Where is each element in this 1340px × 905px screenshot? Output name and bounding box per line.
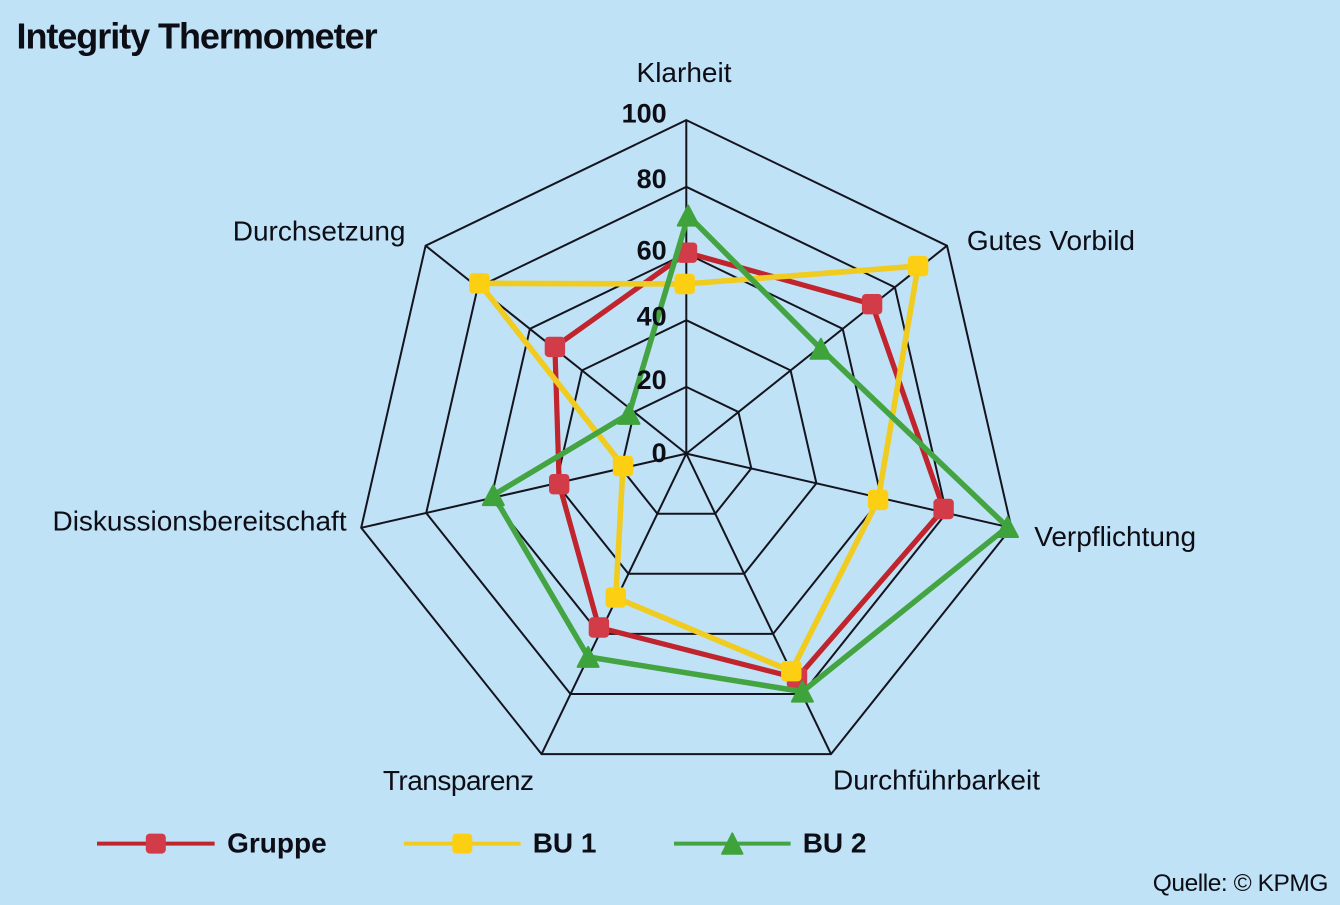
svg-text:Quelle: © KPMG: Quelle: © KPMG: [1153, 870, 1328, 897]
svg-text:0: 0: [652, 438, 667, 468]
svg-text:Durchführbarkeit: Durchführbarkeit: [833, 765, 1040, 796]
svg-text:80: 80: [637, 164, 667, 194]
svg-text:BU 1: BU 1: [533, 828, 597, 859]
svg-text:60: 60: [637, 235, 667, 265]
svg-text:40: 40: [637, 301, 667, 331]
svg-text:20: 20: [637, 365, 667, 395]
svg-text:Gruppe: Gruppe: [227, 828, 327, 859]
svg-text:Gutes Vorbild: Gutes Vorbild: [967, 225, 1135, 256]
svg-text:Durchsetzung: Durchsetzung: [233, 215, 406, 246]
svg-text:Verpflichtung: Verpflichtung: [1034, 521, 1196, 552]
svg-text:Diskussionsbereitschaft: Diskussionsbereitschaft: [52, 506, 346, 537]
svg-text:Transparenz: Transparenz: [383, 765, 534, 796]
svg-text:Integrity Thermometer: Integrity Thermometer: [17, 15, 378, 56]
svg-text:BU 2: BU 2: [803, 828, 867, 859]
svg-text:100: 100: [622, 99, 667, 129]
svg-text:Klarheit: Klarheit: [637, 57, 732, 88]
